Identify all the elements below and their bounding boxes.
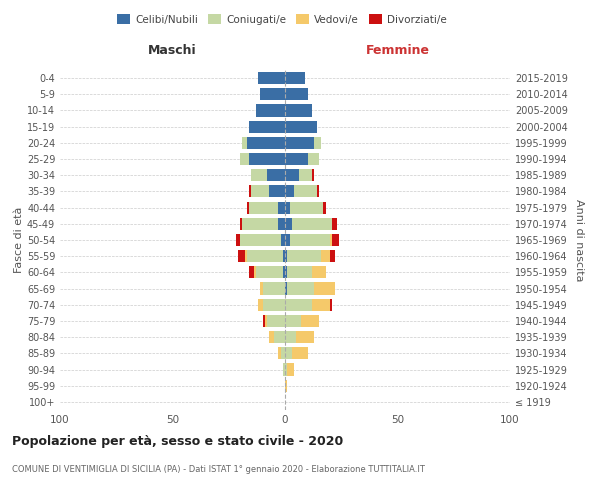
Bar (254, 266, 256, 278)
Bar (285, 298, 312, 311)
Bar (287, 250, 321, 262)
Bar (247, 250, 283, 262)
Bar (290, 202, 323, 213)
Bar (287, 266, 312, 278)
Bar (249, 153, 285, 165)
Bar (242, 137, 247, 149)
Bar (269, 331, 274, 343)
Bar (314, 282, 335, 294)
Bar (285, 186, 294, 198)
Text: Popolazione per età, sesso e stato civile - 2020: Popolazione per età, sesso e stato civil… (12, 435, 343, 448)
Legend: Celibi/Nubili, Coniugati/e, Vedovi/e, Divorziati/e: Celibi/Nubili, Coniugati/e, Vedovi/e, Di… (113, 10, 451, 29)
Bar (278, 202, 285, 213)
Text: Femmine: Femmine (365, 44, 430, 57)
Bar (321, 250, 330, 262)
Text: Maschi: Maschi (148, 44, 197, 57)
Bar (267, 315, 285, 327)
Bar (285, 315, 301, 327)
Bar (285, 218, 292, 230)
Bar (296, 331, 314, 343)
Bar (240, 218, 242, 230)
Bar (292, 348, 308, 360)
Bar (281, 234, 285, 246)
Bar (285, 137, 314, 149)
Bar (285, 104, 312, 117)
Bar (260, 88, 285, 101)
Bar (260, 282, 263, 294)
Bar (290, 234, 330, 246)
Bar (285, 266, 287, 278)
Bar (238, 250, 245, 262)
Bar (285, 169, 299, 181)
Bar (285, 202, 290, 213)
Bar (285, 88, 308, 101)
Bar (312, 266, 325, 278)
Bar (285, 120, 317, 132)
Bar (301, 315, 319, 327)
Bar (330, 234, 332, 246)
Bar (285, 250, 287, 262)
Bar (258, 298, 263, 311)
Bar (285, 364, 287, 376)
Bar (285, 282, 287, 294)
Y-axis label: Anni di nascita: Anni di nascita (574, 198, 584, 281)
Bar (285, 348, 292, 360)
Bar (285, 234, 290, 246)
Bar (283, 364, 285, 376)
Bar (245, 250, 247, 262)
Bar (283, 250, 285, 262)
Bar (263, 298, 285, 311)
Bar (287, 364, 294, 376)
Bar (240, 234, 281, 246)
Bar (308, 153, 319, 165)
Bar (283, 266, 285, 278)
Bar (278, 348, 281, 360)
Bar (299, 169, 312, 181)
Bar (249, 266, 254, 278)
Bar (312, 298, 330, 311)
Bar (258, 72, 285, 84)
Bar (317, 186, 319, 198)
Bar (251, 169, 267, 181)
Bar (274, 331, 285, 343)
Bar (265, 315, 267, 327)
Bar (285, 72, 305, 84)
Bar (263, 315, 265, 327)
Bar (249, 202, 278, 213)
Bar (292, 218, 332, 230)
Bar (323, 202, 325, 213)
Bar (263, 282, 285, 294)
Bar (285, 153, 308, 165)
Y-axis label: Fasce di età: Fasce di età (14, 207, 24, 273)
Bar (235, 234, 240, 246)
Bar (249, 186, 251, 198)
Bar (267, 169, 285, 181)
Bar (314, 137, 321, 149)
Bar (247, 202, 249, 213)
Bar (330, 250, 335, 262)
Bar (251, 186, 269, 198)
Bar (287, 282, 314, 294)
Bar (281, 348, 285, 360)
Bar (312, 169, 314, 181)
Bar (332, 234, 339, 246)
Bar (247, 137, 285, 149)
Bar (285, 380, 287, 392)
Bar (240, 153, 249, 165)
Bar (256, 266, 283, 278)
Bar (330, 298, 332, 311)
Bar (269, 186, 285, 198)
Bar (242, 218, 278, 230)
Bar (249, 120, 285, 132)
Bar (332, 218, 337, 230)
Bar (294, 186, 317, 198)
Bar (256, 104, 285, 117)
Bar (278, 218, 285, 230)
Text: COMUNE DI VENTIMIGLIA DI SICILIA (PA) - Dati ISTAT 1° gennaio 2020 - Elaborazion: COMUNE DI VENTIMIGLIA DI SICILIA (PA) - … (12, 465, 425, 474)
Bar (285, 331, 296, 343)
